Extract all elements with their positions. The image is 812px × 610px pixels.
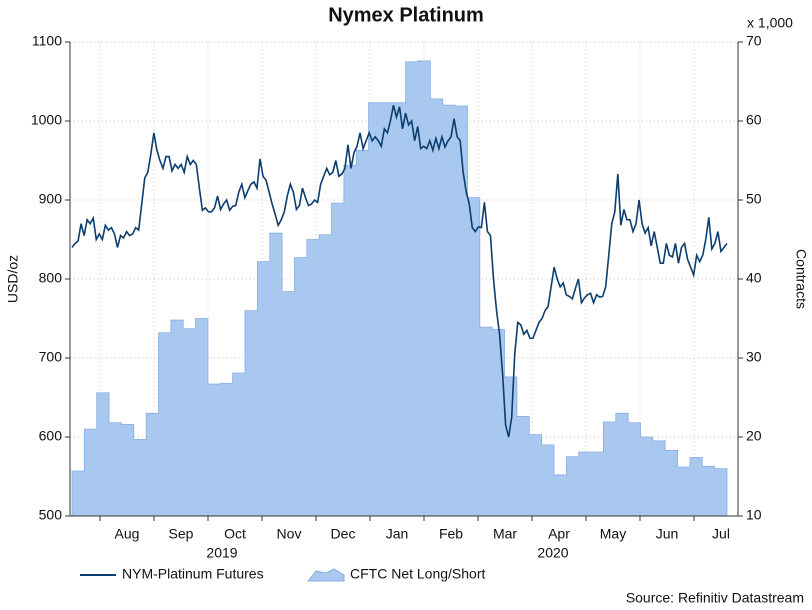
x-tick-label: Apr [548, 526, 570, 542]
y2-tick-label: 60 [746, 112, 762, 128]
x-tick-label: May [600, 526, 626, 542]
x-tick-label: Dec [331, 526, 356, 542]
x-tick-label: Nov [277, 526, 302, 542]
y-tick-label: 700 [39, 349, 63, 365]
y2-tick-label: 70 [746, 33, 762, 49]
y-tick-label: 600 [39, 428, 63, 444]
x-tick-label: Jun [656, 526, 679, 542]
legend-label: CFTC Net Long/Short [350, 566, 485, 582]
x-tick-label: Sep [169, 526, 194, 542]
axis-layer: Aug Sep Oct Nov Dec Jan Feb Mar Apr May Jun Jul 2019… [31, 33, 762, 561]
y2-tick-label: 30 [746, 349, 762, 365]
x-tick-label: Mar [493, 526, 517, 542]
y2-tick-label: 50 [746, 191, 762, 207]
y2-tick-label: 10 [746, 507, 762, 523]
x-tick-label: Oct [224, 526, 246, 542]
x-tick-label: Aug [115, 526, 140, 542]
x-tick-label: Feb [439, 526, 463, 542]
y-tick-label: 1000 [31, 112, 62, 128]
y-tick-label: 1100 [32, 33, 62, 49]
x-tick-label: Jan [386, 526, 409, 542]
chart-title: Nymex Platinum [328, 4, 484, 26]
line [71, 105, 728, 438]
y-axis-label: USD/oz [5, 255, 21, 303]
y2-unit: x 1,000 [747, 15, 793, 31]
legend-label: NYM-Platinum Futures [122, 566, 264, 582]
y2-tick-label: 40 [746, 270, 762, 286]
year-label: 2020 [537, 545, 568, 561]
x-tick-label: Jul [712, 526, 730, 542]
y-tick-label: 800 [39, 270, 63, 286]
y-tick-label: 500 [39, 507, 63, 523]
data-layer [71, 60, 728, 517]
y2-axis-label: Contracts [793, 249, 809, 309]
year-label: 2019 [206, 545, 237, 561]
y-tick-label: 900 [39, 191, 63, 207]
legend-swatch [306, 568, 345, 582]
y2-tick-label: 20 [746, 428, 762, 444]
source: Source: Refinitiv Datastream [626, 590, 804, 606]
area [71, 60, 728, 517]
